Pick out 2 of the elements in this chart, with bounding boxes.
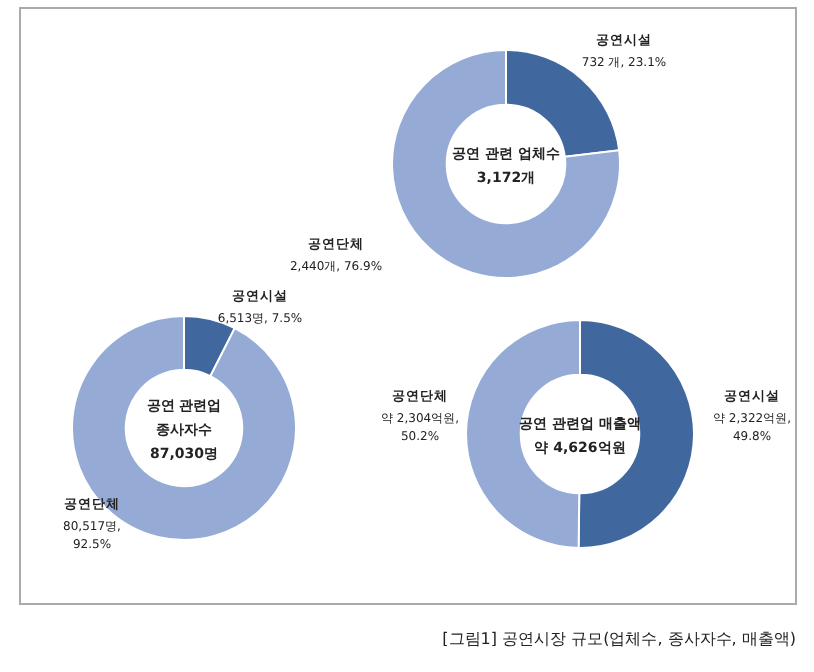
text: [그림1] 공연시장 규모(업체수, 종사자수, 매출액) — [442, 630, 796, 648]
donut-slice — [391, 49, 621, 279]
